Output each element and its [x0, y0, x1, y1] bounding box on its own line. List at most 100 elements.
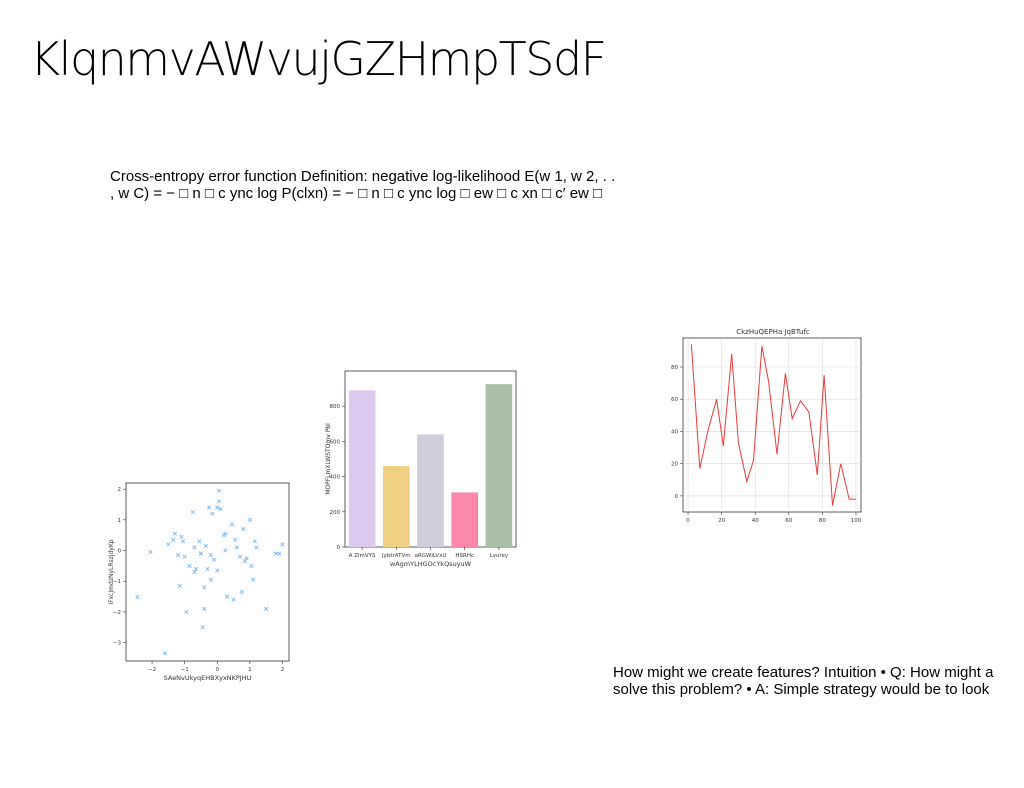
- x-tick-label: 0: [686, 518, 690, 522]
- scatter-point: [234, 545, 239, 550]
- scatter-point: [215, 568, 220, 573]
- point-stroke: [190, 510, 195, 515]
- scatter-point: [231, 597, 236, 602]
- y-tick-label: −2: [113, 610, 121, 616]
- scatter-point: [252, 539, 257, 544]
- point-stroke: [148, 549, 153, 555]
- x-tick-label: 1: [248, 667, 252, 673]
- scatter-point: [207, 505, 212, 510]
- scatter-point: [200, 625, 205, 630]
- point-stroke: [247, 517, 252, 522]
- point-stroke: [202, 585, 207, 590]
- x-axis-label: wAgmYLHGOcYkQsuyuW: [390, 560, 472, 568]
- y-tick-label: 200: [330, 510, 341, 516]
- point-stroke: [208, 553, 213, 558]
- point-stroke: [244, 556, 249, 561]
- y-tick-label: 80: [671, 365, 678, 371]
- scatter-point: [247, 517, 252, 522]
- point-stroke: [280, 542, 285, 547]
- point-stroke: [223, 548, 228, 553]
- scatter-point: [192, 545, 197, 550]
- scatter-chart: −2 −1 0 1 2 −3 −2 −1 0 1 2 SAeNvUkyqEHBXyxNKPJHU I…: [108, 482, 290, 682]
- x-tick-label: 2: [281, 667, 285, 673]
- line-chart: CkzHuQEPHa JqBTufc 0 20 40 60 80 100 0 20 40 60 80: [671, 328, 862, 522]
- scatter-point: [233, 537, 238, 542]
- scatter-point: [216, 499, 222, 504]
- point-stroke: [231, 597, 236, 602]
- scatter-point: [218, 506, 223, 512]
- scatter-point: [166, 542, 171, 547]
- bar-chart: 0 200 400 600 800 A ZlmVYS JybtrATVm aRGWiLVxU…: [325, 370, 517, 568]
- scatter-point: [211, 557, 217, 562]
- text-line: , w C) = − □ n □ c ync log P(clxn) = − □…: [110, 185, 603, 202]
- scatter-point: [277, 551, 282, 556]
- point-stroke: [200, 625, 205, 630]
- scatter-point: [208, 553, 213, 558]
- scatter-point: [171, 537, 176, 542]
- x-tick-label: 20: [718, 518, 725, 522]
- text-block-bottom: How might we create features? Intuition …: [613, 664, 1024, 698]
- y-tick-label: 0: [118, 549, 122, 555]
- category-label: JybtrATVm: [381, 553, 411, 559]
- x-tick-label: 60: [785, 518, 792, 522]
- scatter-point: [264, 606, 269, 611]
- point-stroke: [254, 545, 259, 550]
- scatter-point: [172, 531, 178, 536]
- point-stroke: [224, 594, 230, 599]
- bar: [382, 466, 410, 547]
- scatter-point: [202, 585, 207, 590]
- point-stroke: [135, 595, 140, 600]
- scatter-point: [224, 594, 230, 599]
- y-tick-label: 60: [671, 397, 678, 403]
- scatter-point: [244, 556, 249, 561]
- scatter-point: [216, 488, 222, 493]
- category-label: Lvurey: [490, 553, 509, 559]
- y-tick-label: 1: [118, 518, 122, 524]
- point-stroke: [237, 554, 243, 559]
- scatter-point: [198, 551, 204, 556]
- bar: [417, 434, 444, 547]
- scatter-point: [249, 563, 254, 568]
- scatter-point: [254, 545, 259, 550]
- point-stroke: [207, 505, 212, 510]
- point-stroke: [249, 563, 254, 568]
- x-tick-label: 100: [851, 518, 862, 522]
- scatter-point: [180, 539, 186, 544]
- scatter-point: [208, 577, 213, 582]
- point-stroke: [197, 539, 202, 544]
- point-stroke: [177, 583, 182, 588]
- bar: [451, 492, 479, 547]
- point-stroke: [184, 609, 189, 615]
- scatter-point: [223, 548, 228, 553]
- point-stroke: [180, 539, 186, 544]
- scatter-point: [239, 589, 244, 595]
- point-stroke: [210, 511, 215, 516]
- point-stroke: [215, 568, 220, 573]
- point-stroke: [182, 554, 187, 559]
- y-tick-label: 2: [118, 487, 122, 493]
- scatter-point: [242, 559, 248, 564]
- text-line: solve this problem? • A: Simple strategy…: [613, 681, 990, 698]
- point-stroke: [163, 651, 168, 656]
- point-stroke: [166, 542, 171, 547]
- scatter-point: [241, 526, 246, 532]
- point-stroke: [239, 589, 244, 595]
- scatter-point: [184, 609, 189, 615]
- point-stroke: [216, 499, 222, 504]
- x-tick-label: 0: [216, 667, 220, 673]
- point-stroke: [223, 531, 228, 536]
- scatter-point: [135, 595, 140, 600]
- y-tick-label: −3: [113, 641, 122, 647]
- scatter-point: [187, 563, 192, 568]
- y-axis-label: IFxcJmdzNyLRszjdyKp: [108, 539, 115, 604]
- text-block-top: Cross-entropy error function Definition:…: [110, 168, 670, 202]
- scatter-point: [210, 511, 215, 516]
- scatter-point: [280, 542, 285, 547]
- point-stroke: [176, 553, 181, 558]
- point-stroke: [198, 551, 204, 556]
- plot-area: [125, 482, 290, 662]
- point-stroke: [252, 539, 257, 544]
- point-stroke: [234, 545, 239, 550]
- point-stroke: [179, 534, 184, 539]
- point-stroke: [192, 569, 197, 575]
